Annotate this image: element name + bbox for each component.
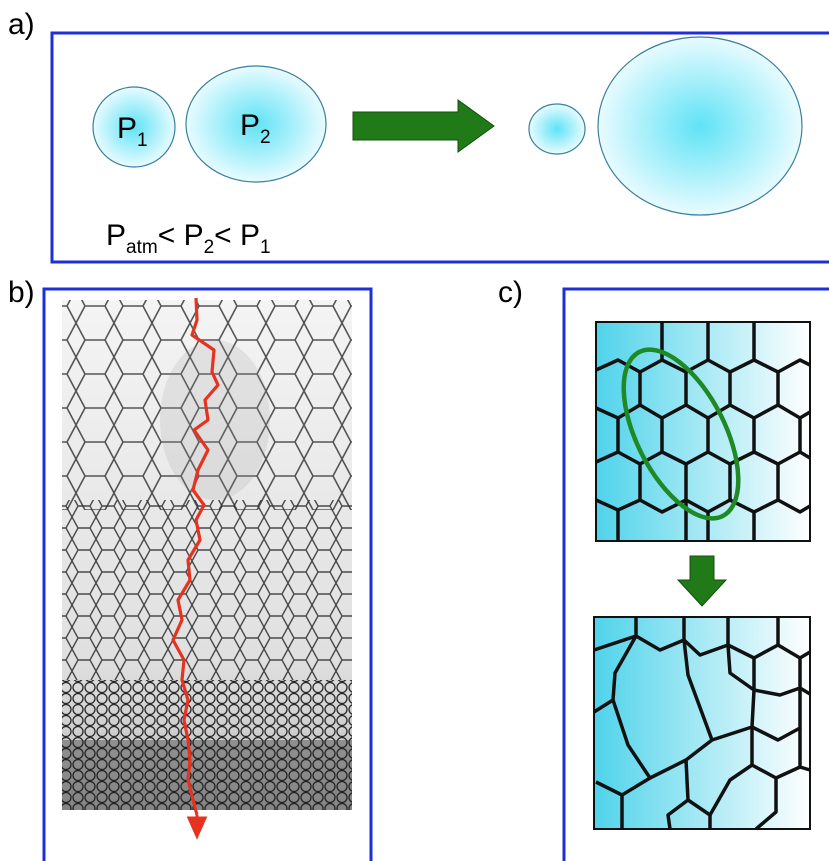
- bubble-p1-label: P1: [117, 112, 148, 151]
- bubble-small-after: [528, 103, 586, 155]
- panel-c-label: c): [498, 276, 523, 309]
- panel-a-label: a): [8, 8, 35, 41]
- fracture-path: [171, 297, 220, 840]
- bubble-p1: P1: [92, 86, 176, 168]
- coarsening-arrow: [352, 99, 495, 153]
- rupture-ellipse: [621, 347, 741, 521]
- hex-cells-before: [595, 321, 811, 542]
- pressure-relation: Patm< P2< P1: [106, 219, 271, 258]
- bubble-large-after: [597, 36, 803, 216]
- foam-photo: [62, 300, 352, 810]
- panel-b-label: b): [8, 276, 35, 309]
- bubble-p2: P2: [185, 65, 327, 183]
- down-arrow: [676, 555, 728, 607]
- bubble-p2-label: P2: [240, 109, 271, 148]
- hex-cells-after: [593, 616, 811, 831]
